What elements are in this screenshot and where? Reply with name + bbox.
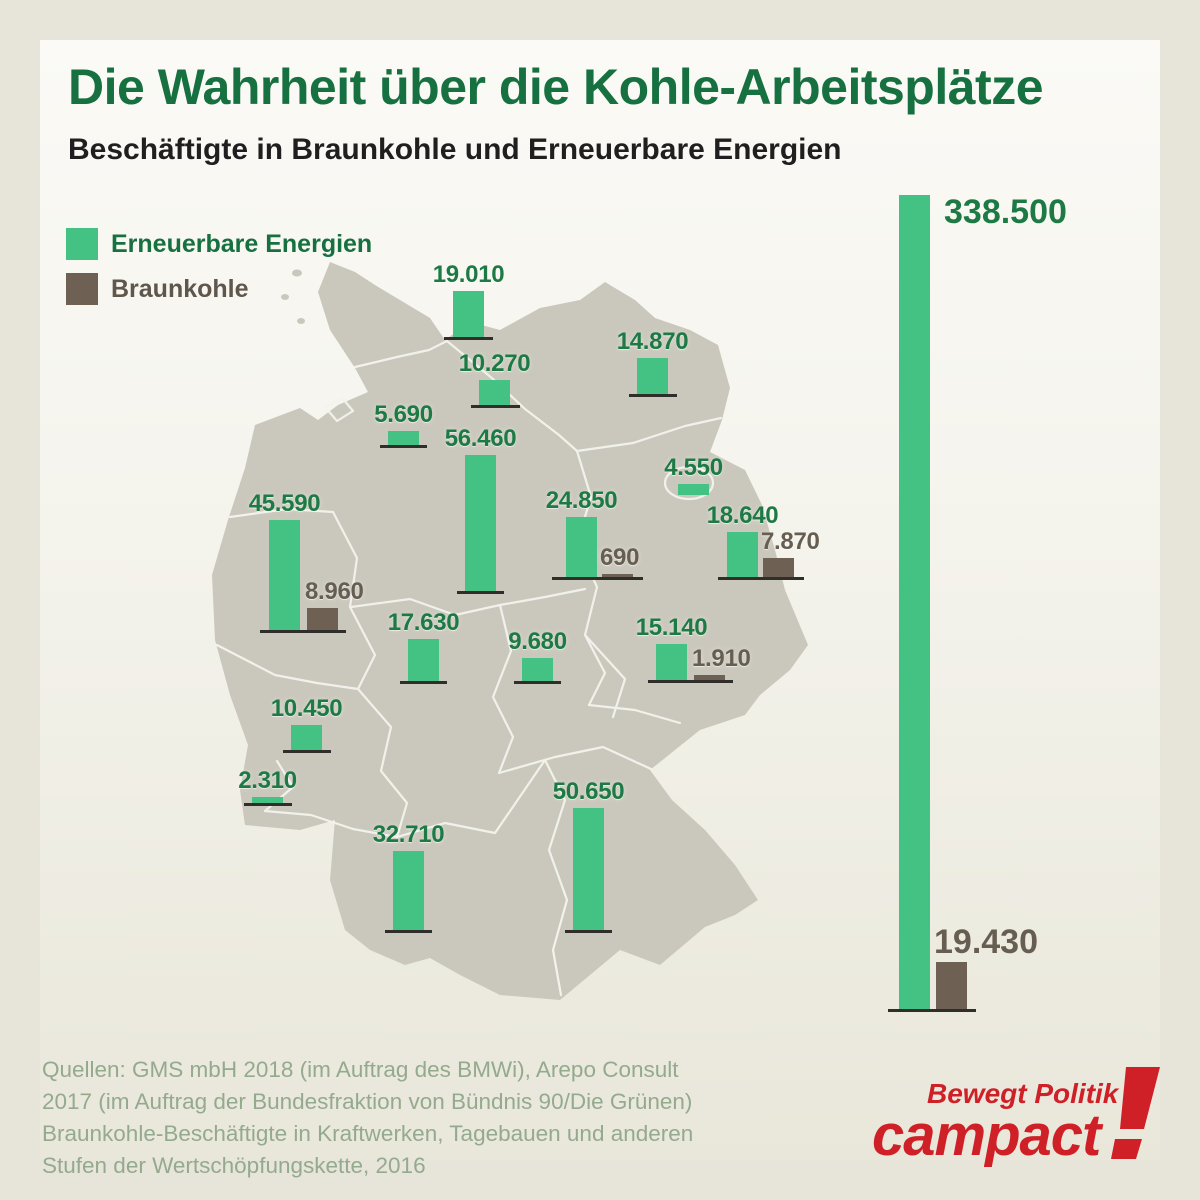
legend-item-erneuerbare: Erneuerbare Energien bbox=[66, 228, 372, 260]
source-line: Quellen: GMS mbH 2018 (im Auftrag des BM… bbox=[42, 1057, 679, 1082]
legend-swatch-erneuerbare-icon bbox=[66, 228, 98, 260]
logo-brand-text: campact bbox=[872, 1103, 1101, 1168]
page-subtitle: Beschäftigte in Braunkohle und Erneuerba… bbox=[68, 133, 842, 166]
germany-map bbox=[212, 262, 808, 1000]
logo-exclamation-icon bbox=[1111, 1067, 1160, 1159]
legend: Erneuerbare Energien Braunkohle bbox=[66, 228, 372, 318]
source-line: 2017 (im Auftrag der Bundesfraktion von … bbox=[42, 1089, 693, 1114]
logo-tagline: Bewegt Politik bbox=[927, 1078, 1119, 1109]
source-line: Stufen der Wertschöpfungskette, 2016 bbox=[42, 1153, 426, 1178]
legend-label-erneuerbare: Erneuerbare Energien bbox=[111, 229, 373, 258]
state-borders bbox=[215, 339, 723, 997]
legend-label-braunkohle: Braunkohle bbox=[111, 274, 249, 303]
source-line: Braunkohle-Beschäftigte in Kraftwerken, … bbox=[42, 1121, 694, 1146]
germany-outline bbox=[212, 262, 808, 1000]
legend-swatch-braunkohle-icon bbox=[66, 273, 98, 305]
source-text: Quellen: GMS mbH 2018 (im Auftrag des BM… bbox=[42, 1054, 693, 1182]
page-title: Die Wahrheit über die Kohle-Arbeitsplätz… bbox=[68, 59, 1044, 115]
legend-item-braunkohle: Braunkohle bbox=[66, 273, 372, 305]
campact-logo: Bewegt Politik campact bbox=[858, 1058, 1170, 1170]
